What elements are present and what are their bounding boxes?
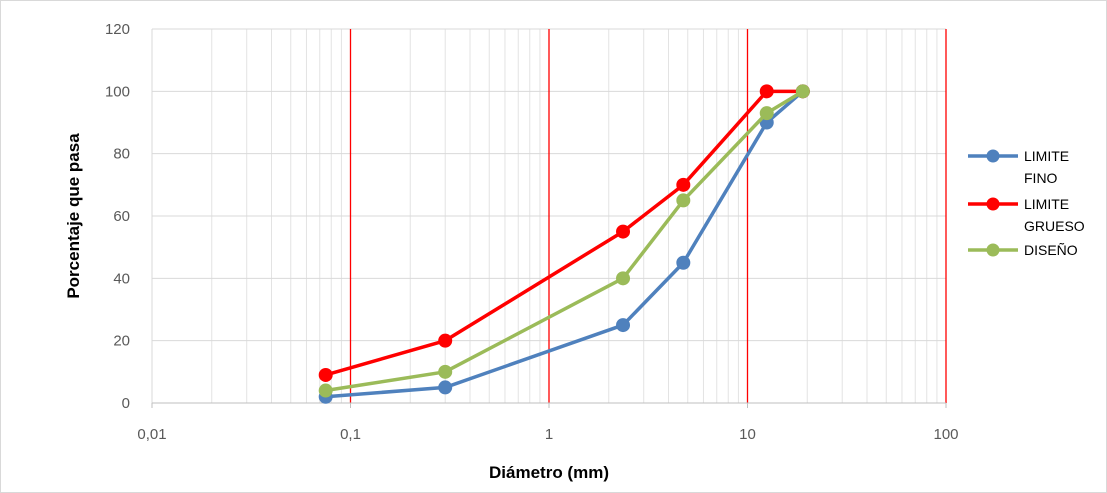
data-point [676,177,691,192]
data-point [318,383,333,398]
data-point [676,255,691,270]
y-tick-label: 60 [113,208,130,225]
data-point [616,224,631,239]
legend-entry: LIMITE GRUESO [968,196,1085,234]
y-tick-label: 0 [122,395,130,412]
legend-label: LIMITE [1024,196,1069,212]
legend-entry: LIMITE FINO [968,148,1069,186]
y-tick-label: 20 [113,333,130,350]
data-point [318,367,333,382]
x-tick-label: 1 [545,426,553,443]
series-line [325,89,804,393]
data-point [438,380,453,395]
data-point [676,193,691,208]
data-point [438,333,453,348]
x-tick-label: 100 [933,426,958,443]
data-point [438,364,453,379]
tick-labels: 0 20 40 60 80 100 120 0,01 0,1 1 10 100 [105,21,959,443]
legend-swatch-marker [986,197,1000,211]
legend-swatch-marker [986,149,1000,163]
y-tick-label: 80 [113,146,130,163]
data-point [795,84,810,99]
series-line [325,89,803,377]
series-diseño [318,84,810,398]
axes [151,402,947,408]
series-layer [318,84,810,404]
reference-lines [349,29,947,403]
legend-label: DISEÑO [1024,242,1078,258]
data-point [759,106,774,121]
legend-label: FINO [1024,170,1058,186]
legend-label: LIMITE [1024,148,1069,164]
data-point [616,318,631,333]
series-limite-grueso [318,84,810,382]
x-axis-title: Diámetro (mm) [489,463,609,482]
legend-label: GRUESO [1024,218,1085,234]
y-tick-label: 120 [105,21,130,38]
x-tick-label: 0,01 [137,426,166,443]
y-tick-label: 100 [105,83,130,100]
x-tick-label: 10 [739,426,756,443]
y-tick-label: 40 [113,270,130,287]
y-axis-title: Porcentaje que pasa [64,133,83,299]
legend: LIMITE FINO LIMITE GRUESO DISEÑO [968,148,1085,258]
series-line [325,90,804,399]
data-point [616,271,631,286]
x-tick-label: 0,1 [340,426,361,443]
legend-swatch-marker [986,243,1000,257]
legend-entry: DISEÑO [968,242,1078,258]
data-point [759,84,774,99]
